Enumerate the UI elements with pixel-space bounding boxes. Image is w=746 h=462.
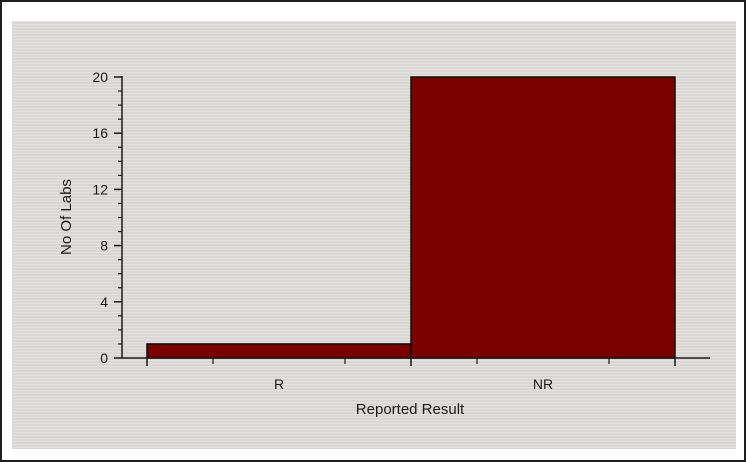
y-tick-label: 4 [100, 294, 108, 310]
bar-r [146, 343, 412, 359]
y-tick-label: 20 [92, 69, 108, 85]
bar-nr [410, 76, 676, 359]
y-axis-title: No Of Labs [58, 179, 75, 255]
y-tick-label: 16 [92, 125, 108, 141]
bars-group [146, 76, 676, 359]
y-tick-label: 0 [100, 350, 108, 366]
y-axis: 0 4 8 12 16 20 [92, 69, 123, 366]
x-axis-title: Reported Result [356, 401, 465, 418]
x-tick-label-nr: NR [533, 376, 553, 392]
x-axis: R NR [122, 357, 710, 392]
y-tick-label: 12 [92, 181, 108, 197]
x-tick-label-r: R [274, 376, 284, 392]
y-tick-label: 8 [100, 238, 108, 254]
